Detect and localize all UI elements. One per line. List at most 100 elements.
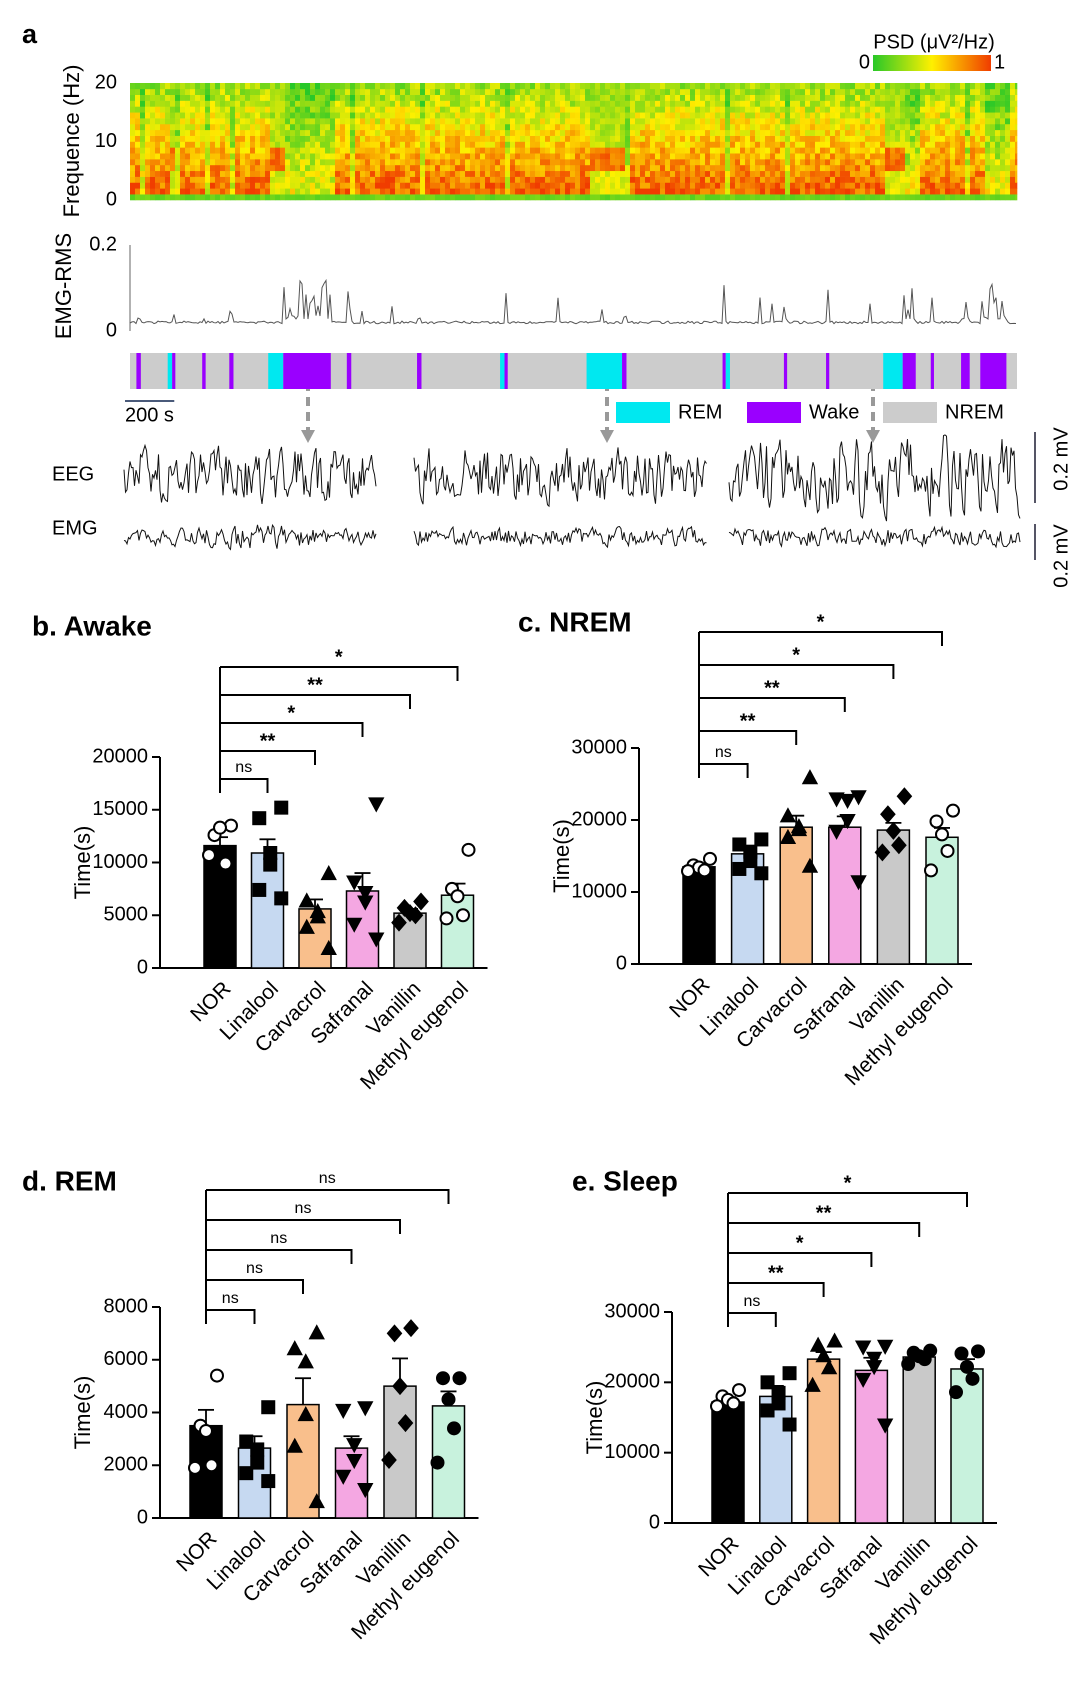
spectrogram-cell (355, 135, 361, 142)
spectrogram-cell (645, 94, 651, 101)
spectrogram-cell (955, 83, 961, 90)
spectrogram-cell (620, 188, 626, 195)
spectrogram-cell (705, 123, 711, 131)
spectrogram-cell (575, 153, 581, 160)
spectrogram-cell (620, 118, 626, 125)
spectrogram-cell (970, 129, 976, 136)
spectrogram-cell (705, 164, 711, 172)
spectrogram-cell (645, 188, 651, 195)
spectrogram-cell (460, 83, 466, 90)
spectrogram-cell (305, 182, 311, 189)
spectrogram-cell (195, 164, 201, 172)
spectrogram-cell (580, 83, 586, 90)
spectrogram-cell (680, 100, 686, 107)
spectrogram-cell (350, 123, 356, 131)
spectrogram-cell (790, 83, 796, 90)
spectrogram-cell (500, 135, 506, 142)
spectrogram-cell (420, 170, 426, 177)
spectrogram-cell (610, 135, 616, 142)
spectrogram-cell (410, 188, 416, 195)
spectrogram-cell (810, 188, 816, 195)
spectrogram-cell (930, 182, 936, 189)
spectrogram-cell (535, 153, 541, 160)
spectrogram-cell (685, 147, 691, 154)
spectrogram-cell (630, 83, 636, 90)
spectrogram-cell (905, 100, 911, 107)
spectrogram-cell (240, 141, 246, 148)
spectrogram-cell (440, 88, 446, 95)
spectrogram-cell (210, 188, 216, 195)
spectrogram-cell (955, 188, 961, 195)
spectrogram-cell (800, 100, 806, 107)
spectrogram-cell (150, 123, 156, 131)
spectrogram-cell (290, 194, 296, 201)
spectrogram-cell (790, 188, 796, 195)
spectrogram-cell (455, 153, 461, 160)
spectrogram-cell (785, 129, 791, 136)
spectrogram-cell (980, 147, 986, 154)
spectrogram-cell (485, 83, 491, 90)
spectrogram-cell (205, 88, 211, 95)
spectrogram-cell (840, 153, 846, 160)
spectrogram-cell (795, 112, 801, 119)
y-tick-label: 5000 (104, 904, 149, 926)
spectrogram-cell (320, 135, 326, 142)
spectrogram-cell (275, 182, 281, 189)
spectrogram-cell (570, 129, 576, 136)
spectrogram-cell (480, 159, 486, 166)
spectrogram-cell (360, 170, 366, 177)
spectrogram-cell (720, 164, 726, 172)
spectrogram-cell (720, 118, 726, 125)
spectrogram-cell (825, 129, 831, 136)
spectrogram-cell (180, 100, 186, 107)
spectrogram-cell (775, 123, 781, 131)
spectrogram-cell (520, 123, 526, 131)
spectrogram-cell (895, 129, 901, 136)
spectrogram-cell (350, 118, 356, 125)
spectrogram-cell (145, 176, 151, 183)
data-point (381, 1450, 397, 1470)
spectrogram-cell (460, 118, 466, 125)
spectrogram-cell (470, 135, 476, 142)
spectrogram-cell (865, 194, 871, 201)
spectrogram-cell (340, 94, 346, 101)
spectrogram-cell (840, 118, 846, 125)
hypnogram-segment (930, 353, 934, 389)
spectrogram-cell (730, 182, 736, 189)
bar (682, 866, 716, 965)
spectrogram-cell (795, 159, 801, 166)
spectrogram-cell (515, 118, 521, 125)
spectrogram-cell (245, 100, 251, 107)
spectrogram-cell (180, 194, 186, 201)
spectrogram-cell (855, 159, 861, 166)
spectrogram-cell (305, 141, 311, 148)
spectrogram-cell (955, 194, 961, 201)
spectrogram-cell (330, 83, 336, 90)
spectrogram-cell (670, 129, 676, 136)
spectrogram-cell (515, 188, 521, 195)
spectrogram-cell (435, 118, 441, 125)
spectrogram-cell (270, 147, 276, 154)
spectrogram-cell (940, 106, 946, 113)
spectrogram-cell (365, 88, 371, 95)
spectrogram-cell (685, 153, 691, 160)
spectrogram-cell (545, 135, 551, 142)
spectrogram-cell (330, 106, 336, 113)
spectrogram-cell (920, 83, 926, 90)
spectrogram-cell (305, 164, 311, 172)
spectrogram-cell (295, 176, 301, 183)
spectrogram-cell (950, 83, 956, 90)
spectrogram-cell (440, 118, 446, 125)
spectrogram-cell (755, 112, 761, 119)
spectrogram-cell (460, 94, 466, 101)
data-point (760, 1375, 775, 1390)
spectrogram-cell (805, 112, 811, 119)
spectrogram-cell (545, 141, 551, 148)
spectrogram-cell (265, 112, 271, 119)
spectrogram-cell (1015, 164, 1018, 172)
spectrogram-cell (695, 106, 701, 113)
spectrogram-cell (455, 135, 461, 142)
spectrogram-cell (780, 129, 786, 136)
spectrogram-cell (910, 106, 916, 113)
spectrogram-cell (610, 118, 616, 125)
